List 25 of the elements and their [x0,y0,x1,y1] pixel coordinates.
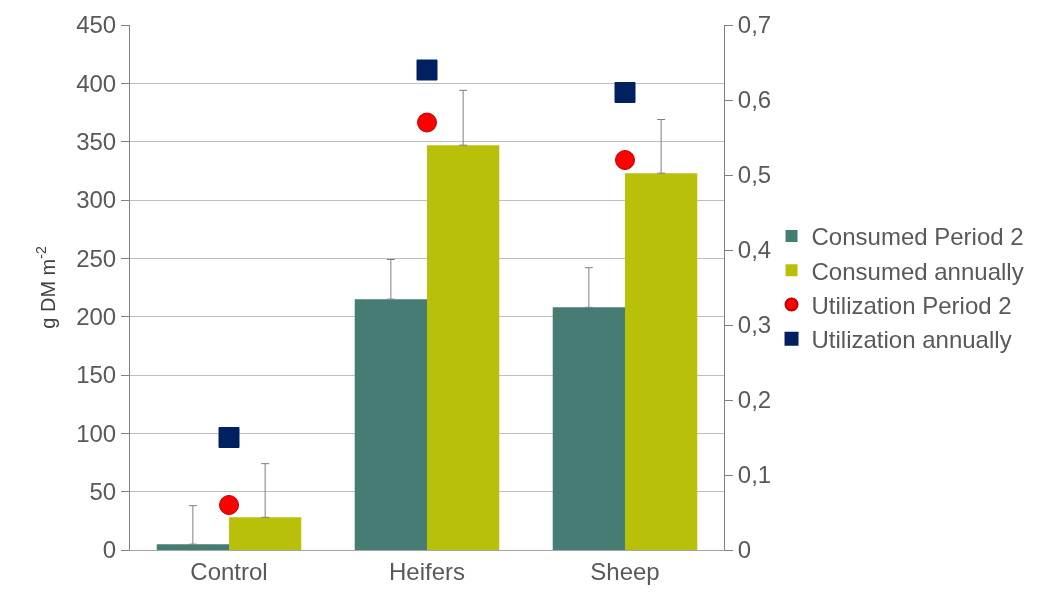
y-tick-label: 400 [76,69,117,97]
x-tick-label: Heifers [388,557,466,585]
y-tick-label: 200 [76,303,117,331]
y2-tick-label: 0,1 [737,461,772,489]
legend-label: Utilization annually [811,326,1012,354]
y-tick-label: 100 [76,419,117,447]
legend-label: Utilization Period 2 [811,291,1012,319]
y-tick-label: 150 [76,361,117,389]
legend-label: Consumed Period 2 [811,223,1024,251]
y-tick-label: 300 [76,186,117,214]
x-tick-label: Control [190,557,268,585]
y2-tick-label: 0 [737,536,752,564]
y-tick-label: 50 [89,478,117,506]
y2-tick-label: 0,7 [737,11,772,39]
y2-tick-label: 0,2 [737,386,772,414]
y-tick-label: 450 [76,11,117,39]
y2-tick-label: 0,4 [737,236,772,264]
y-tick-label: 250 [76,244,117,272]
y-tick-label: 350 [76,128,117,156]
y2-tick-label: 0,3 [737,311,772,339]
y-tick-label: 0 [102,536,117,564]
y2-tick-label: 0,6 [737,86,772,114]
y2-tick-label: 0,5 [737,161,772,189]
x-tick-label: Sheep [590,557,660,585]
legend-label: Consumed annually [811,257,1024,285]
